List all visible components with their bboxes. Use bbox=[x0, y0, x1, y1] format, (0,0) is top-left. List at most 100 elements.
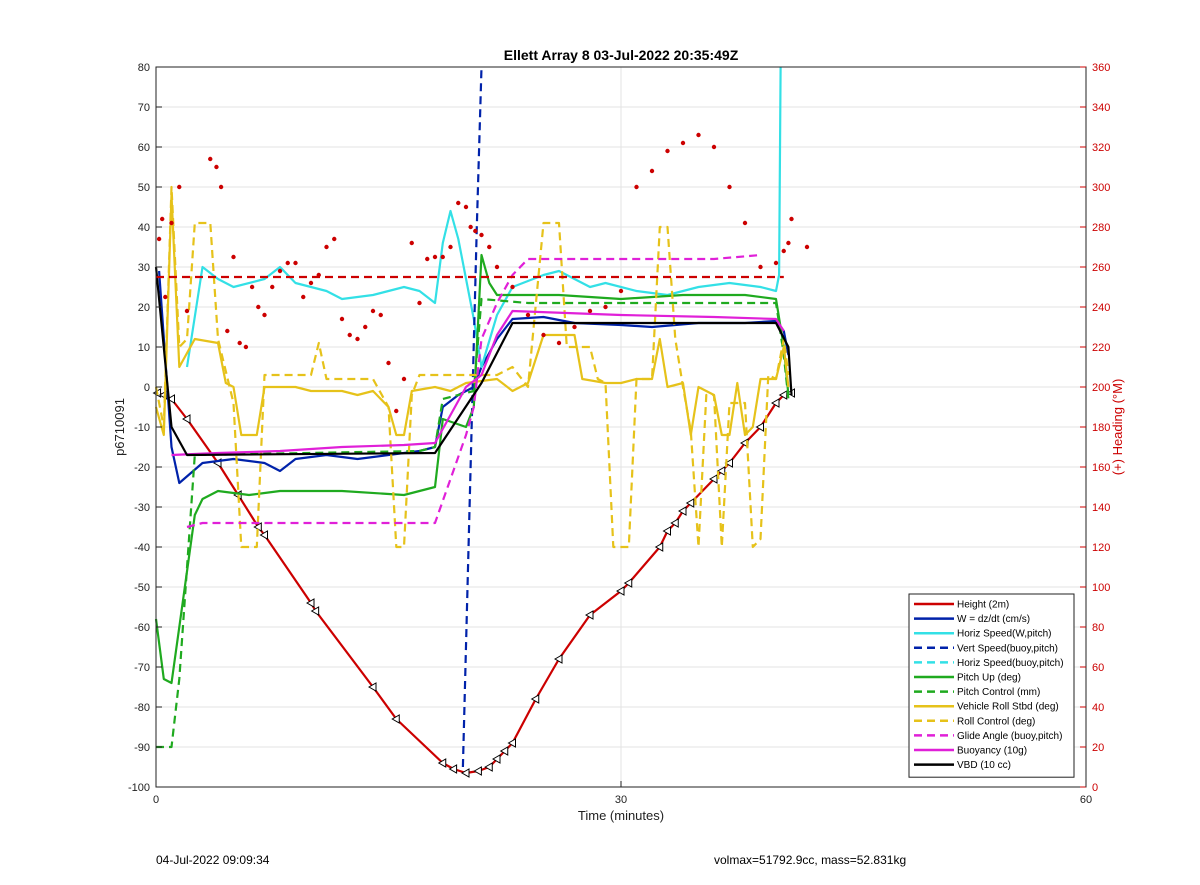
heading-point bbox=[572, 324, 577, 330]
y-tick-label: 20 bbox=[138, 302, 150, 314]
legend-label: Pitch Up (deg) bbox=[957, 673, 1021, 684]
heading-point bbox=[243, 344, 249, 350]
heading-point bbox=[184, 308, 190, 314]
height-marker bbox=[654, 542, 664, 552]
height-marker bbox=[724, 458, 733, 468]
y-tick-label: -100 bbox=[128, 782, 150, 794]
y-tick-label: -40 bbox=[134, 542, 150, 554]
heading-point bbox=[347, 332, 352, 338]
y2-tick-label: 120 bbox=[1092, 542, 1110, 554]
y2-tick-label: 140 bbox=[1092, 502, 1110, 514]
height-marker bbox=[437, 758, 447, 768]
heading-point bbox=[332, 236, 337, 242]
y2-tick-label: 160 bbox=[1092, 462, 1110, 474]
height-marker bbox=[460, 768, 470, 778]
height-marker bbox=[305, 598, 315, 608]
series-heading-deg bbox=[156, 132, 810, 414]
heading-point bbox=[339, 316, 345, 322]
legend-label: Buoyancy (10g) bbox=[957, 746, 1027, 757]
heading-point bbox=[378, 312, 383, 318]
y-tick-label: -20 bbox=[134, 462, 150, 474]
heading-point bbox=[494, 264, 500, 270]
footer-vehicle-info: volmax=51792.9cc, mass=52.831kg bbox=[714, 853, 907, 867]
height-marker bbox=[615, 586, 625, 596]
y-tick-label: -60 bbox=[134, 622, 150, 634]
heading-point bbox=[556, 340, 562, 346]
heading-point bbox=[363, 324, 368, 330]
heading-point bbox=[665, 148, 670, 154]
legend-label: Horiz Speed(buoy,pitch) bbox=[957, 658, 1064, 669]
y-tick-label: -10 bbox=[134, 422, 150, 434]
series-pitch-control-mm bbox=[156, 297, 790, 749]
height-marker bbox=[770, 398, 780, 408]
heading-point bbox=[425, 256, 430, 262]
heading-point bbox=[160, 216, 165, 222]
height-marker bbox=[484, 762, 493, 772]
y2-tick-label: 100 bbox=[1092, 582, 1110, 594]
heading-point bbox=[208, 156, 213, 162]
y2-tick-label: 280 bbox=[1092, 222, 1110, 234]
heading-point bbox=[773, 260, 779, 266]
heading-point bbox=[262, 312, 267, 318]
height-marker bbox=[716, 466, 726, 476]
y2-tick-label: 300 bbox=[1092, 182, 1110, 194]
heading-point bbox=[231, 254, 236, 260]
y2-tick-label: 200 bbox=[1092, 382, 1110, 394]
heading-point bbox=[163, 294, 168, 300]
y-tick-label: 10 bbox=[138, 342, 150, 354]
heading-point bbox=[169, 220, 174, 226]
legend-label: Roll Control (deg) bbox=[957, 716, 1035, 727]
chart-title: Ellett Array 8 03-Jul-2022 20:35:49Z bbox=[504, 47, 739, 63]
height-marker bbox=[778, 390, 788, 400]
height-marker bbox=[473, 766, 482, 776]
heading-point bbox=[409, 240, 414, 246]
heading-point bbox=[225, 328, 230, 334]
heading-point bbox=[456, 200, 461, 206]
heading-point bbox=[270, 284, 275, 290]
height-marker bbox=[708, 474, 718, 484]
x-tick-label: 0 bbox=[153, 794, 159, 806]
heading-point bbox=[758, 264, 763, 270]
height-marker bbox=[755, 422, 764, 432]
y2-tick-label: 360 bbox=[1092, 62, 1110, 74]
y2-tick-label: 320 bbox=[1092, 142, 1110, 154]
heading-point bbox=[285, 260, 290, 266]
height-marker bbox=[310, 606, 320, 616]
heading-point bbox=[487, 244, 492, 250]
height-marker bbox=[181, 414, 191, 424]
height-marker bbox=[685, 498, 695, 508]
y2-tick-label: 40 bbox=[1092, 702, 1104, 714]
heading-point bbox=[440, 254, 445, 260]
heading-point bbox=[324, 244, 329, 250]
legend-label: Horiz Speed(W,pitch) bbox=[957, 629, 1051, 640]
heading-point bbox=[256, 304, 261, 310]
legend-label: Glide Angle (buoy,pitch) bbox=[957, 731, 1062, 742]
height-marker bbox=[448, 764, 458, 774]
heading-point bbox=[370, 308, 376, 314]
heading-point bbox=[587, 308, 593, 314]
heading-point bbox=[277, 268, 283, 274]
heading-point bbox=[711, 144, 717, 150]
series-vehicle-roll-stbd-deg bbox=[154, 193, 790, 437]
heading-point bbox=[603, 304, 608, 310]
height-marker bbox=[507, 738, 516, 748]
series-roll-control-deg bbox=[154, 185, 790, 549]
heading-point bbox=[649, 168, 655, 174]
legend-label: Pitch Control (mm) bbox=[957, 687, 1040, 698]
y-tick-label: -80 bbox=[134, 702, 150, 714]
y-tick-label: 0 bbox=[144, 382, 150, 394]
height-marker bbox=[623, 578, 633, 588]
heading-point bbox=[510, 284, 515, 290]
legend-label: Vehicle Roll Stbd (deg) bbox=[957, 702, 1059, 713]
height-marker bbox=[530, 694, 540, 704]
height-marker bbox=[259, 530, 268, 540]
series-layer bbox=[152, 66, 810, 778]
heading-point bbox=[742, 220, 748, 226]
series-buoyancy-10g bbox=[171, 309, 785, 457]
x-tick-label: 60 bbox=[1080, 794, 1092, 806]
heading-point bbox=[618, 288, 624, 294]
heading-point bbox=[401, 376, 407, 382]
series-glide-angle-buoy-pitch bbox=[186, 253, 761, 529]
heading-point bbox=[786, 240, 791, 246]
heading-point bbox=[473, 228, 478, 234]
